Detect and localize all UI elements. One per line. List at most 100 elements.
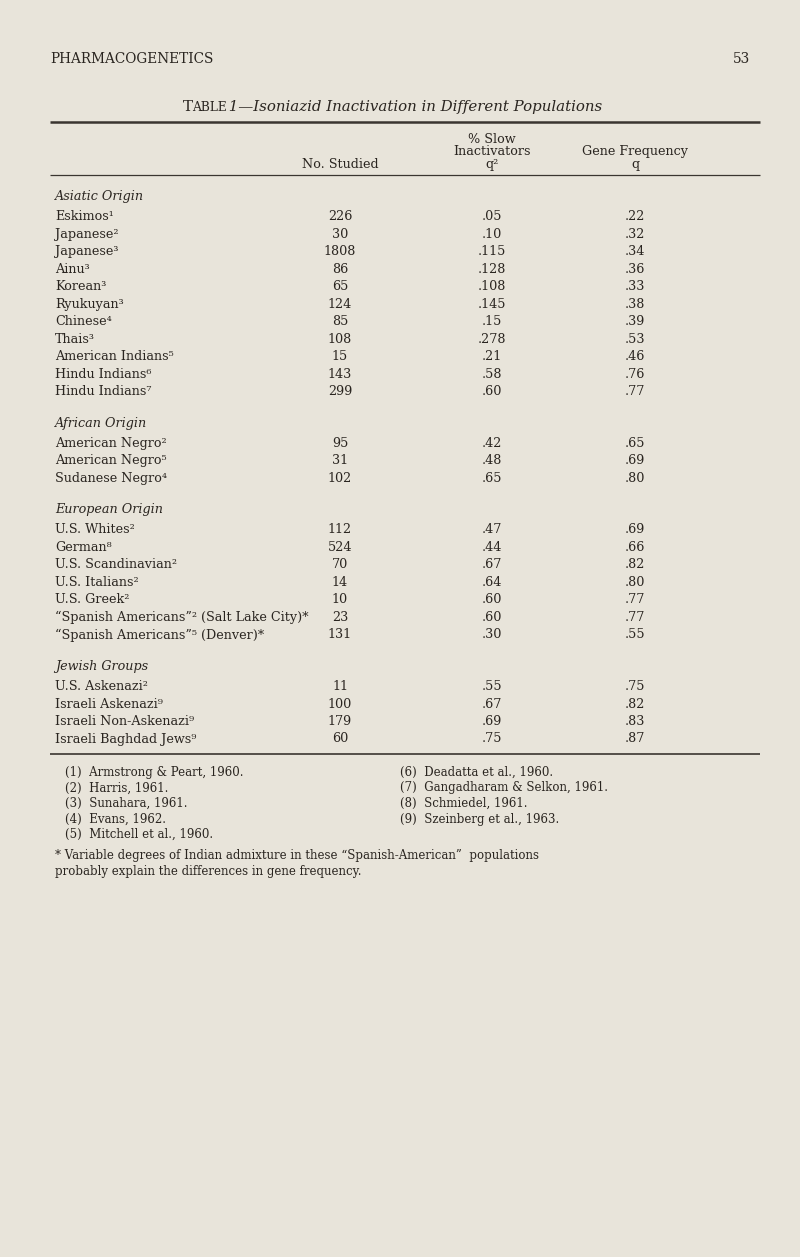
Text: 299: 299 <box>328 385 352 398</box>
Text: Hindu Indians⁶: Hindu Indians⁶ <box>55 367 151 381</box>
Text: .58: .58 <box>482 367 502 381</box>
Text: .87: .87 <box>625 733 645 745</box>
Text: Hindu Indians⁷: Hindu Indians⁷ <box>55 385 151 398</box>
Text: Japanese²: Japanese² <box>55 228 118 240</box>
Text: .39: .39 <box>625 316 645 328</box>
Text: ABLE: ABLE <box>192 101 226 114</box>
Text: .53: .53 <box>625 333 646 346</box>
Text: Asiatic Origin: Asiatic Origin <box>55 190 144 202</box>
Text: .55: .55 <box>482 680 502 693</box>
Text: Ainu³: Ainu³ <box>55 263 90 275</box>
Text: Jewish Groups: Jewish Groups <box>55 660 148 672</box>
Text: Chinese⁴: Chinese⁴ <box>55 316 112 328</box>
Text: 85: 85 <box>332 316 348 328</box>
Text: q²: q² <box>486 158 498 171</box>
Text: 1—Isoniazid Inactivation in Different Populations: 1—Isoniazid Inactivation in Different Po… <box>224 101 602 114</box>
Text: (5)  Mitchell et al., 1960.: (5) Mitchell et al., 1960. <box>65 828 213 841</box>
Text: .44: .44 <box>482 541 502 554</box>
Text: .34: .34 <box>625 245 645 258</box>
Text: 524: 524 <box>328 541 352 554</box>
Text: .108: .108 <box>478 280 506 293</box>
Text: 15: 15 <box>332 351 348 363</box>
Text: U.S. Italians²: U.S. Italians² <box>55 576 138 588</box>
Text: T: T <box>183 101 193 114</box>
Text: .66: .66 <box>625 541 645 554</box>
Text: U.S. Whites²: U.S. Whites² <box>55 523 134 537</box>
Text: .36: .36 <box>625 263 645 275</box>
Text: .83: .83 <box>625 715 645 728</box>
Text: (1)  Armstrong & Peart, 1960.: (1) Armstrong & Peart, 1960. <box>65 766 243 779</box>
Text: German⁸: German⁸ <box>55 541 112 554</box>
Text: .48: .48 <box>482 454 502 468</box>
Text: .82: .82 <box>625 558 645 572</box>
Text: % Slow: % Slow <box>468 133 516 146</box>
Text: U.S. Greek²: U.S. Greek² <box>55 593 130 606</box>
Text: .69: .69 <box>482 715 502 728</box>
Text: .38: .38 <box>625 298 645 310</box>
Text: .69: .69 <box>625 454 645 468</box>
Text: .77: .77 <box>625 611 645 623</box>
Text: .278: .278 <box>478 333 506 346</box>
Text: “Spanish Americans”⁵ (Denver)*: “Spanish Americans”⁵ (Denver)* <box>55 628 264 641</box>
Text: .128: .128 <box>478 263 506 275</box>
Text: Israeli Askenazi⁹: Israeli Askenazi⁹ <box>55 698 163 710</box>
Text: .82: .82 <box>625 698 645 710</box>
Text: (8)  Schmiedel, 1961.: (8) Schmiedel, 1961. <box>400 797 527 810</box>
Text: 1808: 1808 <box>324 245 356 258</box>
Text: Ryukuyan³: Ryukuyan³ <box>55 298 124 310</box>
Text: Eskimos¹: Eskimos¹ <box>55 210 114 224</box>
Text: q: q <box>631 158 639 171</box>
Text: .75: .75 <box>482 733 502 745</box>
Text: 23: 23 <box>332 611 348 623</box>
Text: 112: 112 <box>328 523 352 537</box>
Text: .67: .67 <box>482 558 502 572</box>
Text: 100: 100 <box>328 698 352 710</box>
Text: 65: 65 <box>332 280 348 293</box>
Text: 102: 102 <box>328 471 352 485</box>
Text: .10: .10 <box>482 228 502 240</box>
Text: 86: 86 <box>332 263 348 275</box>
Text: .21: .21 <box>482 351 502 363</box>
Text: .32: .32 <box>625 228 645 240</box>
Text: European Origin: European Origin <box>55 503 163 517</box>
Text: .60: .60 <box>482 611 502 623</box>
Text: .60: .60 <box>482 593 502 606</box>
Text: .69: .69 <box>625 523 645 537</box>
Text: Japanese³: Japanese³ <box>55 245 118 258</box>
Text: .15: .15 <box>482 316 502 328</box>
Text: 60: 60 <box>332 733 348 745</box>
Text: Gene Frequency: Gene Frequency <box>582 145 688 158</box>
Text: 124: 124 <box>328 298 352 310</box>
Text: 131: 131 <box>328 628 352 641</box>
Text: (2)  Harris, 1961.: (2) Harris, 1961. <box>65 782 168 794</box>
Text: .75: .75 <box>625 680 646 693</box>
Text: 226: 226 <box>328 210 352 224</box>
Text: .65: .65 <box>625 436 646 450</box>
Text: .42: .42 <box>482 436 502 450</box>
Text: (6)  Deadatta et al., 1960.: (6) Deadatta et al., 1960. <box>400 766 553 779</box>
Text: Sudanese Negro⁴: Sudanese Negro⁴ <box>55 471 167 485</box>
Text: U.S. Askenazi²: U.S. Askenazi² <box>55 680 148 693</box>
Text: African Origin: African Origin <box>55 416 147 430</box>
Text: American Negro²: American Negro² <box>55 436 166 450</box>
Text: .05: .05 <box>482 210 502 224</box>
Text: Korean³: Korean³ <box>55 280 106 293</box>
Text: .46: .46 <box>625 351 645 363</box>
Text: (9)  Szeinberg et al., 1963.: (9) Szeinberg et al., 1963. <box>400 812 559 826</box>
Text: (7)  Gangadharam & Selkon, 1961.: (7) Gangadharam & Selkon, 1961. <box>400 782 608 794</box>
Text: .65: .65 <box>482 471 502 485</box>
Text: 11: 11 <box>332 680 348 693</box>
Text: 53: 53 <box>733 52 750 67</box>
Text: 14: 14 <box>332 576 348 588</box>
Text: Israeli Non-Askenazi⁹: Israeli Non-Askenazi⁹ <box>55 715 194 728</box>
Text: American Indians⁵: American Indians⁵ <box>55 351 174 363</box>
Text: .145: .145 <box>478 298 506 310</box>
Text: (3)  Sunahara, 1961.: (3) Sunahara, 1961. <box>65 797 187 810</box>
Text: 143: 143 <box>328 367 352 381</box>
Text: .80: .80 <box>625 576 645 588</box>
Text: .77: .77 <box>625 385 645 398</box>
Text: .80: .80 <box>625 471 645 485</box>
Text: .30: .30 <box>482 628 502 641</box>
Text: Inactivators: Inactivators <box>454 145 530 158</box>
Text: No. Studied: No. Studied <box>302 158 378 171</box>
